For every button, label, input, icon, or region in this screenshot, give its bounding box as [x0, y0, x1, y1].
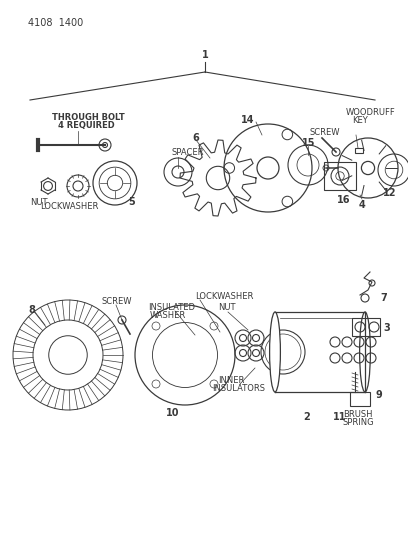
- Text: 8: 8: [28, 305, 35, 315]
- Text: 3: 3: [383, 323, 390, 333]
- Bar: [352, 318, 380, 336]
- Text: SPACER: SPACER: [172, 148, 204, 157]
- Text: SCREW: SCREW: [102, 297, 133, 306]
- Text: 6: 6: [193, 133, 200, 143]
- Text: 7: 7: [380, 293, 387, 303]
- Text: 14: 14: [241, 115, 255, 125]
- Text: 10: 10: [166, 408, 180, 418]
- Text: 12: 12: [383, 188, 397, 198]
- Text: 4108  1400: 4108 1400: [28, 18, 83, 28]
- Bar: [324, 162, 356, 190]
- Text: 15: 15: [302, 138, 315, 148]
- Text: 9: 9: [375, 390, 382, 400]
- Text: INSULATORS: INSULATORS: [212, 384, 265, 393]
- Text: INNER: INNER: [218, 376, 244, 385]
- Text: NUT: NUT: [30, 198, 47, 207]
- Text: SCREW: SCREW: [310, 128, 341, 137]
- Text: NUT: NUT: [218, 303, 235, 312]
- Text: LOCKWASHER: LOCKWASHER: [195, 292, 253, 301]
- Text: WOODRUFF: WOODRUFF: [346, 108, 396, 117]
- Text: LOCKWASHER: LOCKWASHER: [40, 202, 98, 211]
- Text: 11: 11: [333, 412, 347, 422]
- Text: THROUGH BOLT: THROUGH BOLT: [52, 113, 125, 122]
- Text: 16: 16: [337, 195, 351, 205]
- Bar: [350, 392, 370, 406]
- Text: 5: 5: [128, 197, 135, 207]
- Bar: [355, 148, 363, 153]
- Text: BRUSH: BRUSH: [343, 410, 373, 419]
- Text: 4: 4: [359, 200, 366, 210]
- Text: INSULATED: INSULATED: [148, 303, 195, 312]
- Ellipse shape: [270, 312, 280, 392]
- Text: KEY: KEY: [352, 116, 368, 125]
- Text: 4 REQUIRED: 4 REQUIRED: [58, 121, 115, 130]
- Text: 1: 1: [202, 50, 208, 60]
- Text: 2: 2: [304, 412, 310, 422]
- Text: SPRING: SPRING: [342, 418, 374, 427]
- Text: WASHER: WASHER: [150, 311, 186, 320]
